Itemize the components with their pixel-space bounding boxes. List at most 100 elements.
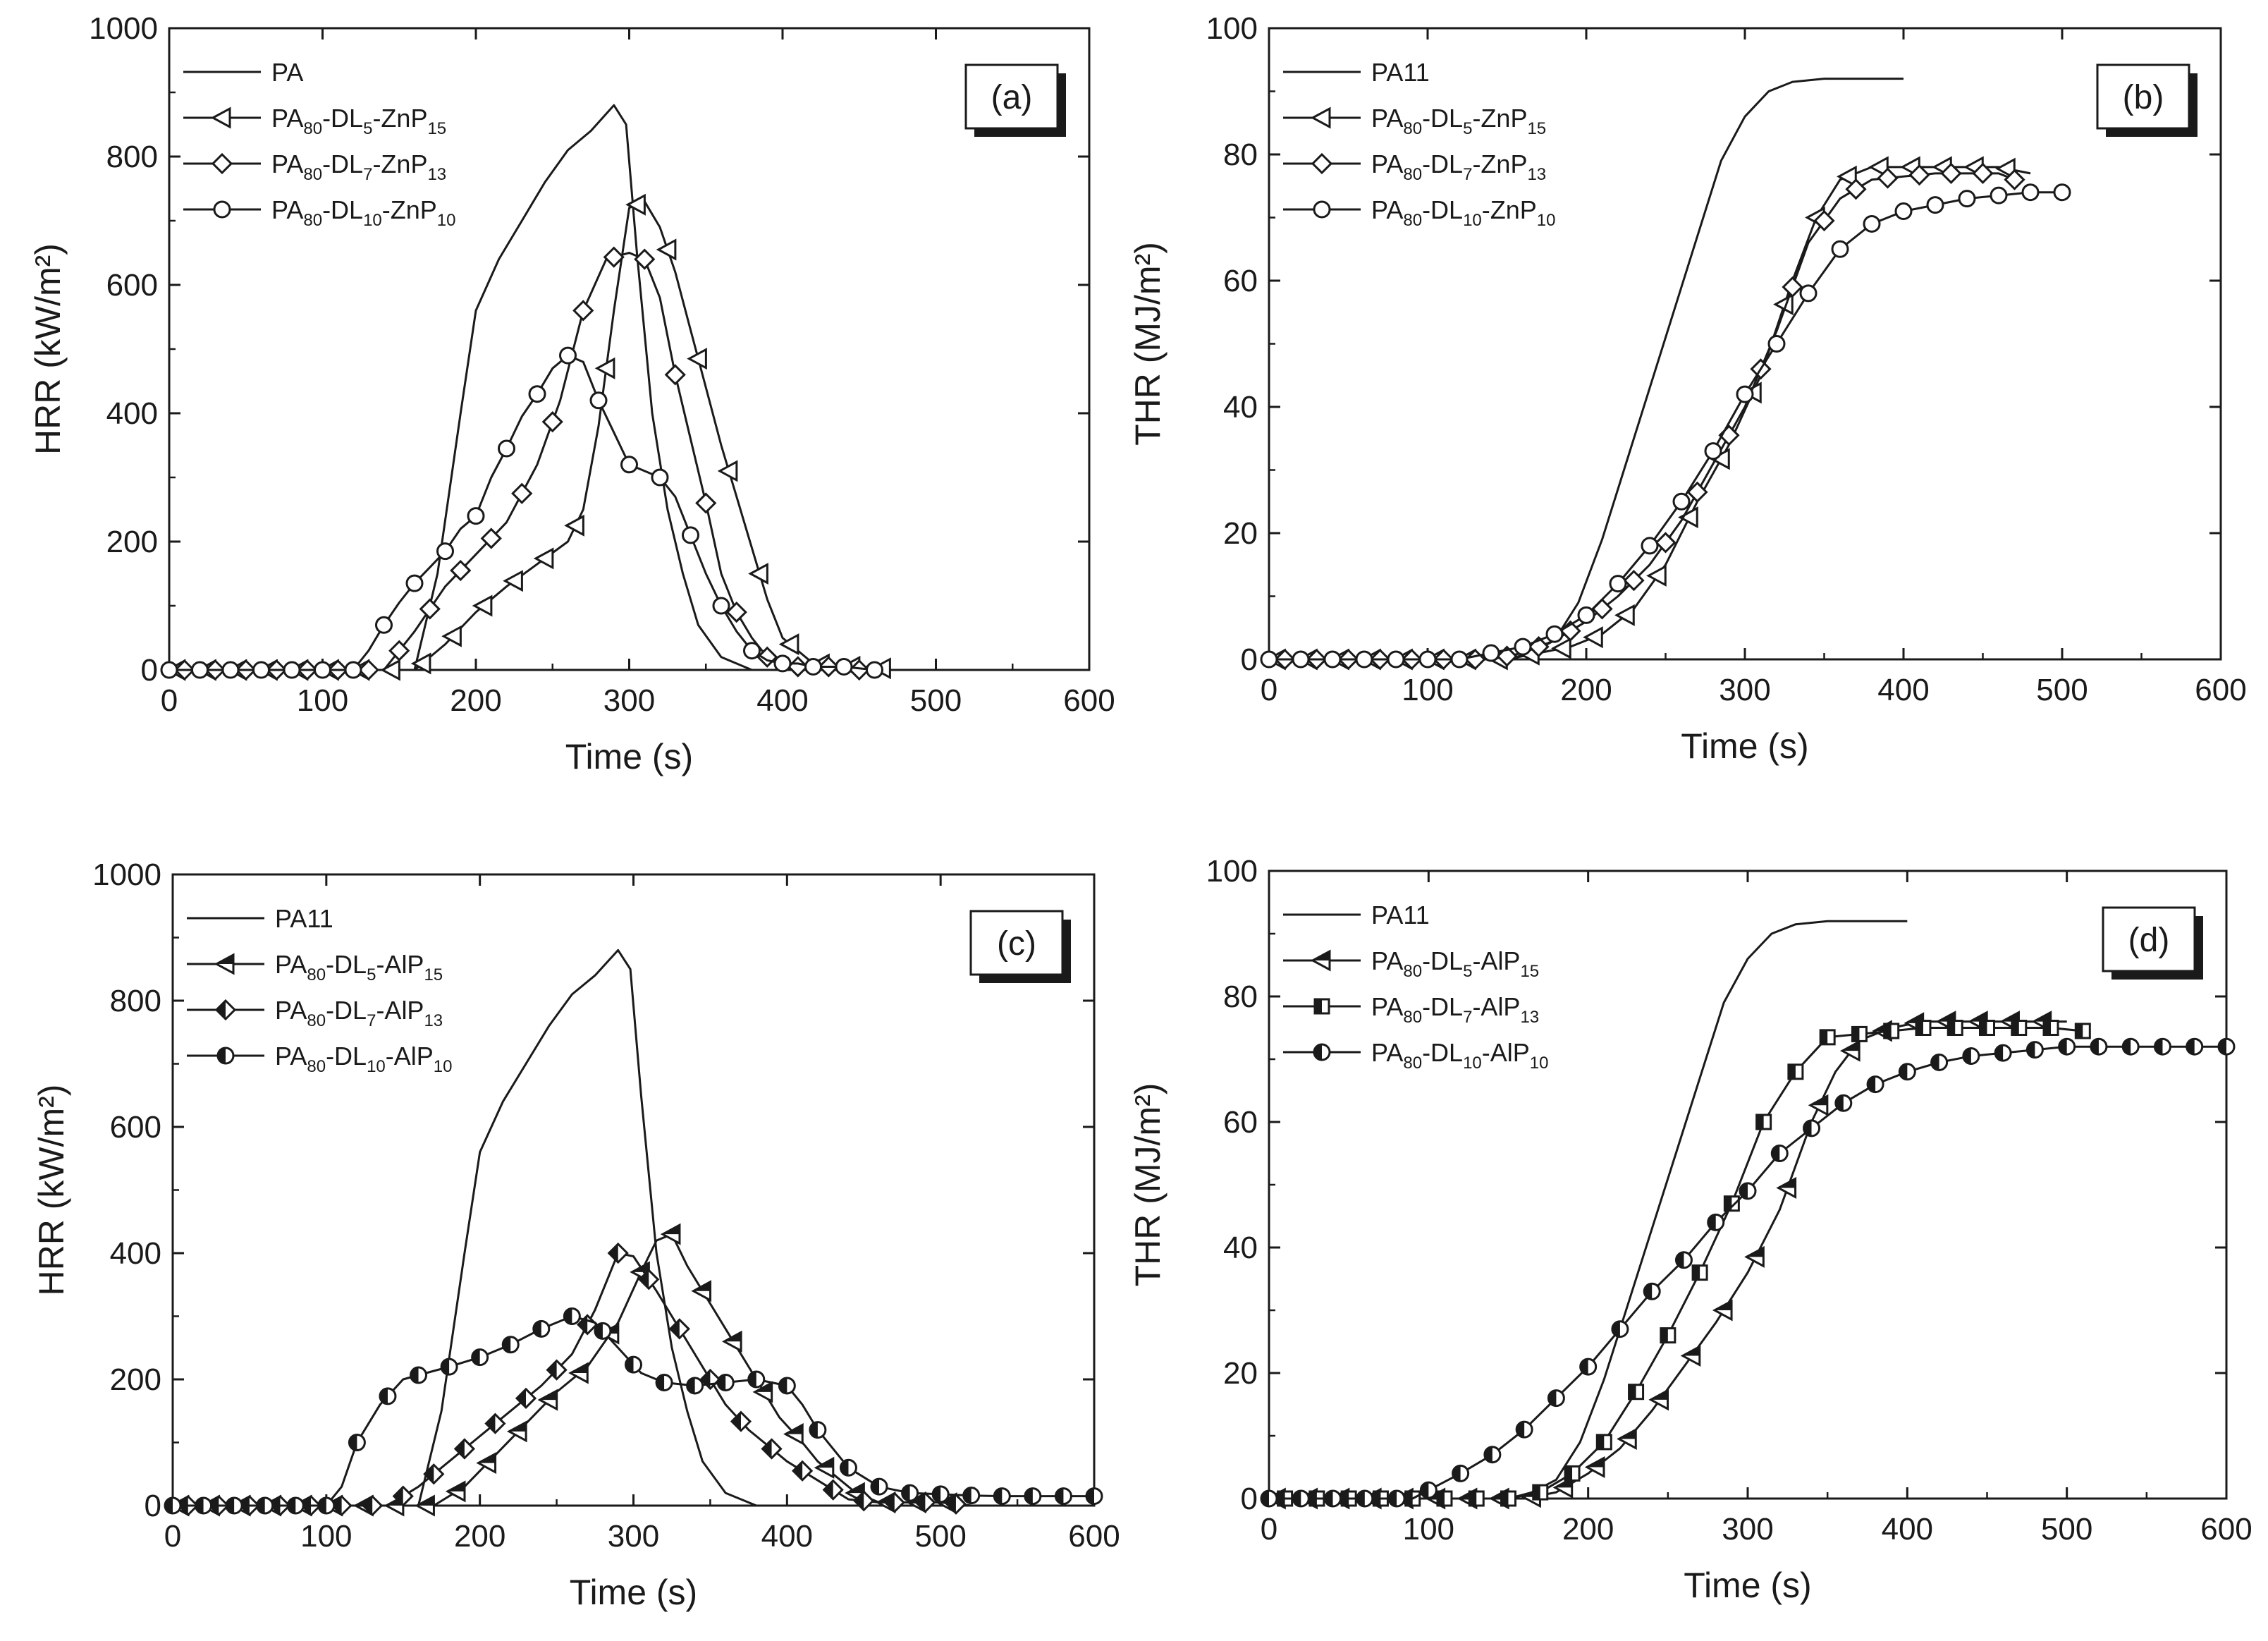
- legend-pa11: PA11: [1283, 58, 1430, 87]
- series-pa80-dl7-znp13-marker: [1782, 276, 1803, 298]
- series-pa80-dl10-znp10-marker: [498, 439, 515, 458]
- series-pa80-dl7-alp13-marker: [1819, 1029, 1836, 1046]
- series-pa11-line: [173, 948, 757, 1507]
- series-pa80-dl10-alp10-marker: [1707, 1213, 1725, 1231]
- panel-tag-label: (b): [2123, 79, 2164, 116]
- x-tick-label: 200: [1560, 673, 1612, 707]
- series-pa80-dl10-alp10-marker: [1387, 1489, 1406, 1508]
- series-pa80-dl7-znp13-marker: [357, 659, 379, 681]
- series-pa80-dl10-alp10-marker: [686, 1377, 704, 1395]
- series-pa80-dl7-alp13-marker: [546, 1359, 568, 1381]
- series-pa80-dl10-alp10-marker: [993, 1487, 1011, 1506]
- y-tick-label: 400: [110, 1236, 161, 1271]
- chart-panel-b: 0 100 200 300 400 500 600 0 20 40 60 80 100 Time (s) T…: [1128, 11, 2247, 766]
- series-pa80-dl10-znp10-marker: [1704, 442, 1722, 460]
- series-pa80-dl10-alp10-marker: [1024, 1487, 1042, 1506]
- series-pa80-dl10-alp10-marker: [1611, 1320, 1629, 1338]
- series-pa80-dl10-znp10-marker: [651, 468, 669, 487]
- x-tick-label: 100: [1402, 673, 1453, 707]
- series-pa80-dl10-alp10-marker: [2186, 1037, 2204, 1056]
- x-tick-label: 200: [450, 683, 501, 718]
- series-pa80-dl7-alp13-marker: [2011, 1020, 2028, 1036]
- series-pa80-dl10-znp10-marker: [2053, 183, 2071, 202]
- legend-pa11-label: PA11: [1371, 901, 1430, 929]
- series-pa11: [1269, 78, 1904, 661]
- x-tick-label: 0: [161, 683, 178, 718]
- series-pa80-dl7-alp13-marker: [392, 1485, 414, 1507]
- series-pa80-dl10-znp10-marker: [1641, 537, 1659, 555]
- series-pa80-dl7-alp13-marker: [1883, 1023, 1900, 1039]
- series-pa11-line: [1269, 920, 1908, 1500]
- y-axis-label: HRR (kW/m²): [32, 1085, 71, 1296]
- series-pa80-dl10-znp10-marker: [866, 661, 883, 679]
- y-tick-label: 0: [141, 653, 158, 688]
- series-pa80-dl10-alp10-marker: [532, 1319, 551, 1338]
- y-tick-label: 100: [1206, 11, 1258, 46]
- series-pa11: [1269, 920, 1908, 1500]
- series-pa80-dl10-alp10-marker: [594, 1322, 612, 1340]
- series-pa80-dl7-alp13-marker: [1915, 1020, 1932, 1036]
- panel-tag-box: [969, 910, 1064, 976]
- x-tick-label: 600: [2195, 673, 2246, 707]
- series-pa80-dl10-alp10-marker: [1962, 1047, 1980, 1066]
- series-pa80-dl10-alp10-marker: [931, 1485, 950, 1503]
- series-pa80-dl10-alp10-marker: [256, 1496, 274, 1515]
- series-pa80-dl10-alp10-marker: [1515, 1420, 1533, 1439]
- legend-pa80-dl7-alp13-label: PA80-DL7-AlP13: [1371, 992, 1539, 1027]
- legend: PA11 PA80-DL5-AlP15 PA80-DL7-AlP13 PA80-DL1…: [187, 904, 453, 1076]
- series-pa80-dl10-alp10-marker: [2121, 1037, 2140, 1056]
- series-pa80-dl10-alp10-marker: [225, 1496, 243, 1515]
- series-pa80-dl7-alp13-marker: [607, 1242, 629, 1264]
- series-pa80-dl10-alp10-marker: [1260, 1489, 1278, 1508]
- series-pa80-dl5-alp15: [1265, 1011, 2067, 1510]
- series-pa80-dl5-znp15-marker: [564, 514, 584, 537]
- x-tick-label: 300: [608, 1519, 659, 1554]
- series-pa80-dl7-alp13: [173, 1242, 971, 1517]
- series-pa80-dl10-alp10-marker: [164, 1496, 182, 1515]
- series-pa80-dl5-znp15-marker: [687, 348, 707, 370]
- series-pa80-dl10-alp10-marker: [1770, 1145, 1789, 1162]
- series-pa80-dl7-alp13-marker: [515, 1387, 537, 1409]
- legend-pa: PA: [183, 58, 303, 87]
- y-tick-label: 60: [1223, 1105, 1258, 1140]
- x-tick-label: 400: [756, 683, 808, 718]
- series-pa80-dl10-alp10-marker: [655, 1373, 673, 1391]
- series-pa80-dl7-alp13-marker: [914, 1491, 936, 1513]
- x-tick-label: 600: [2200, 1512, 2252, 1547]
- series-pa80-dl10-znp10-marker: [283, 661, 301, 679]
- series-pa80-dl10-alp10-marker: [471, 1348, 489, 1367]
- legend-pa80-dl7-alp13-marker: [214, 999, 237, 1021]
- y-tick-label: 800: [110, 984, 161, 1018]
- series-pa80-dl7-alp13-marker: [1947, 1020, 1963, 1036]
- legend-pa80-dl5-znp15-label: PA80-DL5-ZnP15: [1371, 104, 1546, 138]
- series-pa80-dl5-znp15-marker: [1678, 506, 1698, 529]
- y-tick-label: 1000: [89, 11, 158, 46]
- series-pa80-dl10-znp10-marker: [1292, 650, 1310, 669]
- y-axis-label: THR (MJ/m²): [1128, 1083, 1167, 1287]
- series-pa80-dl5-znp15-marker: [1868, 156, 1889, 178]
- series-pa80-dl10-alp10-marker: [440, 1358, 458, 1376]
- series-pa80-dl7-alp13-marker: [638, 1269, 660, 1291]
- legend-pa80-dl10-znp10: PA80-DL10-ZnP10: [1283, 195, 1556, 230]
- series-pa80-dl7-znp13: [169, 246, 870, 681]
- series-pa80-dl7-alp13-line: [173, 1252, 971, 1507]
- series-pa80-dl5-znp15-line: [169, 200, 890, 671]
- series-pa80-dl7-znp13-marker: [1972, 162, 1994, 184]
- series-pa80-dl7-znp13-marker: [1813, 209, 1835, 232]
- series-pa80-dl5-znp15: [1265, 156, 2031, 671]
- series-pa80-dl5-alp15-marker: [506, 1420, 527, 1443]
- series-pa80-dl10-alp10-marker: [625, 1355, 642, 1374]
- series-pa80-dl10-znp10-marker: [1894, 202, 1913, 221]
- series-pa80-dl10-znp10-marker: [1863, 214, 1881, 233]
- x-tick-label: 300: [1722, 1512, 1773, 1547]
- series-pa80-dl5-znp15-marker: [656, 238, 677, 261]
- series-pa80-dl5-alp15-marker: [1648, 1389, 1669, 1411]
- series-pa80-dl10-alp10-marker: [1866, 1075, 1884, 1094]
- series-pa80-dl7-znp13-marker: [572, 300, 594, 322]
- legend-pa11-label: PA11: [275, 904, 333, 933]
- panel-tag-label: (d): [2128, 922, 2170, 959]
- series-pa80-dl7-znp13-marker: [419, 598, 441, 620]
- series-pa80-dl10-alp10-marker: [1419, 1481, 1438, 1499]
- legend-pa80-dl7-znp13-label: PA80-DL7-ZnP13: [1371, 150, 1546, 184]
